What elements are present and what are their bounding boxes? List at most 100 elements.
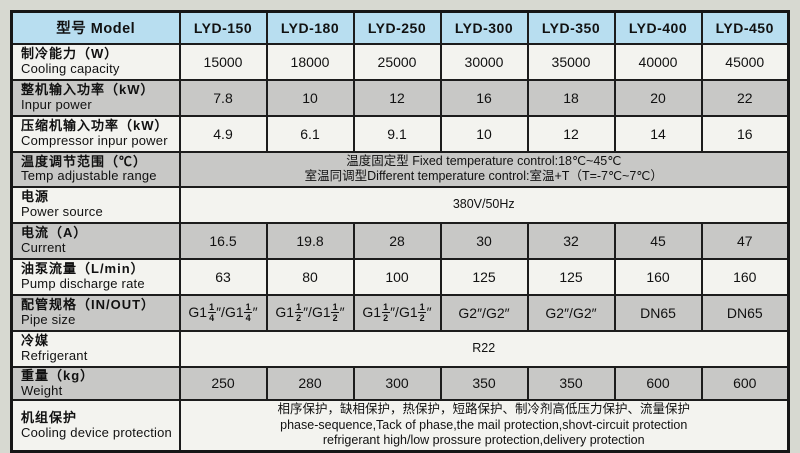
row-label-zh: 整机输入功率（kW） <box>21 81 155 97</box>
row-label-en: Cooling capacity <box>21 60 120 76</box>
row-label-zh: 温度调节范围（℃） <box>21 153 148 169</box>
spec-value-cell: 600 <box>700 365 790 401</box>
spec-span-line: 室温同调型Different temperature control:室温+T（… <box>304 169 663 184</box>
spec-value-cell: 4.9 <box>178 114 268 153</box>
model-column-header: LYD-180 <box>265 10 355 45</box>
spec-value-cell: G2″/G2″ <box>526 293 616 332</box>
row-label-zh: 配管规格（IN/OUT） <box>21 297 156 313</box>
spec-value-cell: 300 <box>352 365 442 401</box>
spec-value-cell: 22 <box>700 78 790 117</box>
spec-value-cell: 10 <box>439 114 529 153</box>
spec-value-cell: 12 <box>352 78 442 117</box>
spec-value-cell: 15000 <box>178 42 268 81</box>
spec-value-cell: 18000 <box>265 42 355 81</box>
row-label: 配管规格（IN/OUT） Pipe size <box>10 293 181 332</box>
spec-value-cell: 19.8 <box>265 221 355 260</box>
spec-value-cell: 32 <box>526 221 616 260</box>
spec-value-cell: 45000 <box>700 42 790 81</box>
spec-table: 型号 Model LYD-150 LYD-180 LYD-250 LYD-300 LYD-… <box>10 10 790 453</box>
spec-value-cell: 30000 <box>439 42 529 81</box>
row-label: 冷媒 Refrigerant <box>10 329 181 368</box>
spec-value-cell: 600 <box>613 365 703 401</box>
row-label: 机组保护 Cooling device protection <box>10 398 181 453</box>
spec-value-cell: 20 <box>613 78 703 117</box>
model-column-header: LYD-450 <box>700 10 790 45</box>
spec-span-line: phase-sequence,Tack of phase,the mail pr… <box>280 417 688 432</box>
spec-row: 温度调节范围（℃） Temp adjustable range 温度固定型 Fixe… <box>10 150 790 188</box>
spec-span-line: 温度固定型 Fixed temperature control:18℃~45℃ <box>346 153 622 168</box>
row-label-zh: 电流（A） <box>21 225 88 241</box>
spec-value-cell: 16.5 <box>178 221 268 260</box>
spec-span-line: 相序保护，缺相保护，热保护，短路保护、制冷剂高低压力保护、流量保护 <box>277 401 690 416</box>
spec-table-body: 制冷能力（W） Cooling capacity 15000 18000 25000 30… <box>10 42 790 453</box>
spec-row: 机组保护 Cooling device protection 相序保护，缺相保护，热… <box>10 398 790 453</box>
row-label-zh: 油泵流量（L/min） <box>21 261 145 277</box>
spec-span-line: R22 <box>472 340 496 355</box>
spec-span-cell: 相序保护，缺相保护，热保护，短路保护、制冷剂高低压力保护、流量保护 phase-s… <box>178 398 790 453</box>
spec-value-cell: DN65 <box>700 293 790 332</box>
spec-span-cell: 380V/50Hz <box>178 185 790 224</box>
row-label-zh: 冷媒 <box>21 333 50 349</box>
spec-row: 压缩机输入功率（kW） Compressor inpur power 4.9 6.1 9… <box>10 114 790 153</box>
row-label-en: Weight <box>21 382 63 398</box>
spec-value-cell: 350 <box>439 365 529 401</box>
spec-value-cell: 12 <box>526 114 616 153</box>
row-label-en: Pump discharge rate <box>21 276 145 292</box>
spec-value-cell: 18 <box>526 78 616 117</box>
row-label: 制冷能力（W） Cooling capacity <box>10 42 181 81</box>
spec-value-cell: 280 <box>265 365 355 401</box>
row-label-zh: 电源 <box>21 189 50 205</box>
spec-value-cell: 14 <box>613 114 703 153</box>
row-label: 温度调节范围（℃） Temp adjustable range <box>10 150 181 188</box>
row-label: 电流（A） Current <box>10 221 181 260</box>
model-header-row: 型号 Model LYD-150 LYD-180 LYD-250 LYD-300 LYD-… <box>10 10 790 45</box>
spec-row: 油泵流量（L/min） Pump discharge rate 63 80 100 125… <box>10 257 790 296</box>
row-label-en: Current <box>21 240 66 256</box>
spec-value-cell: 45 <box>613 221 703 260</box>
spec-value-cell: 80 <box>265 257 355 296</box>
spec-value-cell: 160 <box>700 257 790 296</box>
row-label-zh: 压缩机输入功率（kW） <box>21 117 169 133</box>
spec-value-cell: 16 <box>439 78 529 117</box>
spec-value-cell: G2″/G2″ <box>439 293 529 332</box>
spec-value-cell: 125 <box>526 257 616 296</box>
spec-row: 冷媒 Refrigerant R22 <box>10 329 790 368</box>
spec-value-cell: 160 <box>613 257 703 296</box>
row-label: 电源 Power source <box>10 185 181 224</box>
spec-value-cell: 10 <box>265 78 355 117</box>
spec-span-cell: 温度固定型 Fixed temperature control:18℃~45℃ 室… <box>178 150 790 188</box>
row-label-en: Refrigerant <box>21 348 88 364</box>
spec-value-cell: 40000 <box>613 42 703 81</box>
row-label-en: Compressor inpur power <box>21 132 168 148</box>
spec-value-cell: 6.1 <box>265 114 355 153</box>
spec-row: 重量（kg） Weight 250 280 300 350 350 600 600 <box>10 365 790 401</box>
spec-value-cell: 100 <box>352 257 442 296</box>
spec-value-cell: 350 <box>526 365 616 401</box>
model-column-header: LYD-250 <box>352 10 442 45</box>
spec-row: 电源 Power source 380V/50Hz <box>10 185 790 224</box>
row-label-en: Temp adjustable range <box>21 168 157 184</box>
spec-row: 整机输入功率（kW） Inpur power 7.8 10 12 16 18 20 22 <box>10 78 790 117</box>
row-label-zh: 重量（kg） <box>21 367 95 383</box>
model-column-header: LYD-150 <box>178 10 268 45</box>
spec-span-line: 380V/50Hz <box>452 196 515 211</box>
row-label-zh: 制冷能力（W） <box>21 45 119 61</box>
row-label: 整机输入功率（kW） Inpur power <box>10 78 181 117</box>
model-column-header: LYD-400 <box>613 10 703 45</box>
row-label-en: Cooling device protection <box>21 424 172 440</box>
row-label: 重量（kg） Weight <box>10 365 181 401</box>
spec-value-cell: G1 1 2 ″/G1 1 2 ″ <box>265 293 355 332</box>
row-label: 压缩机输入功率（kW） Compressor inpur power <box>10 114 181 153</box>
spec-span-line: refrigerant high/low prossure protection… <box>322 433 645 448</box>
spec-row: 制冷能力（W） Cooling capacity 15000 18000 25000 30… <box>10 42 790 81</box>
spec-value-cell: 250 <box>178 365 268 401</box>
spec-value-cell: 16 <box>700 114 790 153</box>
spec-value-cell: G1 1 4 ″/G1 1 4 ″ <box>178 293 268 332</box>
